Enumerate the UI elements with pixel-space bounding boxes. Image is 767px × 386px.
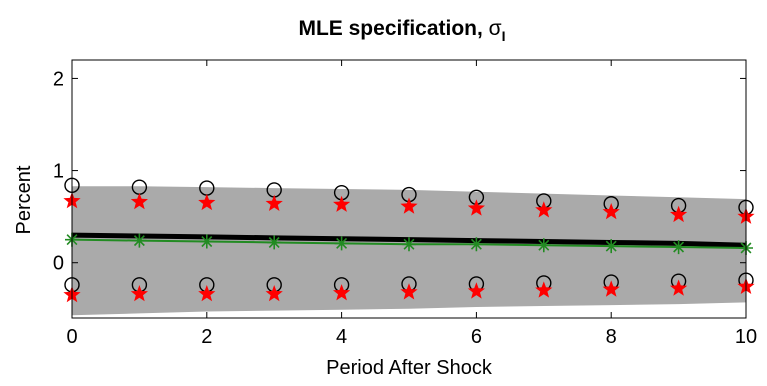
y-tick-label: 1: [53, 161, 64, 183]
series-5-point: [467, 282, 485, 299]
series-4-point: [535, 201, 553, 218]
series-5-point: [198, 285, 216, 302]
series-5-point: [400, 283, 418, 300]
series-1-point: [604, 239, 619, 254]
series-1-point: [334, 236, 349, 251]
series-5-point: [535, 281, 553, 298]
series-5-point: [265, 285, 283, 302]
y-axis-label: Percent: [13, 165, 35, 234]
series-4-point: [602, 203, 620, 220]
series-1-point: [132, 233, 147, 248]
x-tick-label: 8: [606, 326, 617, 348]
chart-title-text: MLE specification,: [298, 17, 488, 40]
chart-title: MLE specification, σI: [298, 17, 505, 44]
x-tick-label: 0: [66, 326, 77, 348]
axes-box: [71, 59, 747, 319]
series-4-point: [198, 193, 216, 211]
series-1-point: [402, 237, 416, 252]
x-tick-label: 10: [735, 326, 757, 348]
series-1-point: [199, 234, 214, 249]
x-axis-label: Period After Shock: [326, 357, 493, 379]
series-4-point: [400, 197, 418, 214]
series-1-point: [671, 240, 686, 255]
series-1-point: [536, 238, 551, 253]
series-4-point: [265, 194, 283, 211]
series-4-point: [130, 192, 148, 210]
series-5-point: [130, 285, 148, 302]
x-tick-label: 6: [471, 326, 482, 348]
series-4-point: [333, 195, 351, 212]
chart-title-symbol: σ: [489, 17, 502, 40]
series-1-point: [267, 235, 282, 250]
x-tick-label: 2: [201, 326, 212, 348]
x-tick-label: 4: [336, 326, 347, 348]
plot-area: 0 2 4 6 8 10 0 1 2: [53, 59, 757, 348]
series-5-point: [333, 284, 351, 301]
series-5-point: [670, 279, 688, 296]
y-tick-label: 0: [53, 253, 64, 275]
chart-title-subscript: I: [502, 28, 506, 44]
series-4-point: [467, 199, 485, 216]
series-5-point: [602, 280, 620, 297]
series-4-point: [670, 205, 688, 223]
y-tick-label: 2: [53, 68, 64, 90]
series-1-point: [469, 237, 484, 252]
